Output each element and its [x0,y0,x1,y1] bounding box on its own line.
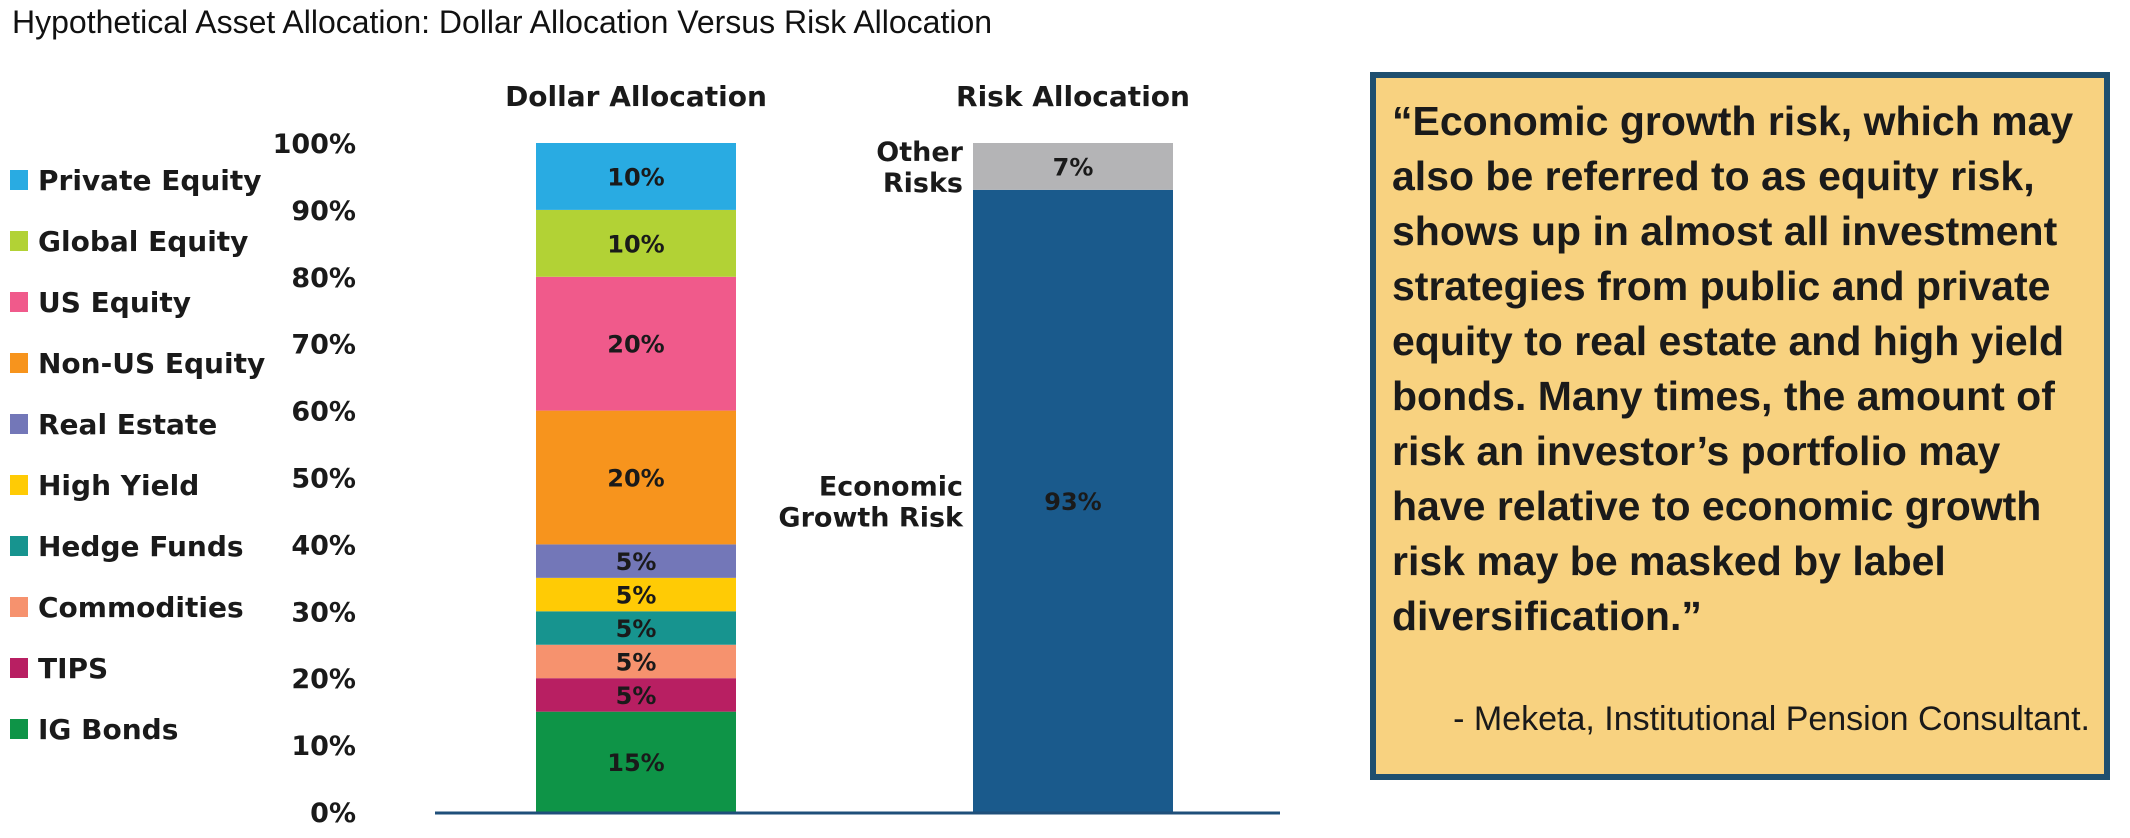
bar-1-data-label-1: 7% [1053,153,1094,181]
y-tick-label-5: 50% [291,464,356,495]
y-tick-label-2: 20% [291,664,356,695]
y-tick-label-3: 30% [291,597,356,628]
legend-swatch-4 [10,414,28,434]
bar-0-segment-8 [536,209,736,277]
y-tick-label-8: 80% [291,263,356,294]
bar-0-segment-0 [536,711,736,812]
legend-swatch-9 [10,719,28,739]
bar-0-data-label-7: 20% [607,331,664,359]
y-tick-label-10: 100% [273,129,356,160]
legend-label-7: Commodities [38,591,244,624]
bar-1-segment-1 [973,143,1173,190]
y-tick-label-9: 90% [291,196,356,227]
bar-0-segment-4 [536,577,736,612]
legend-swatch-3 [10,353,28,373]
category-label-0: Dollar Allocation [505,80,767,113]
legend-label-0: Private Equity [38,164,262,197]
bar-1-side-label-0-1: Growth Risk [778,502,964,533]
bar-1-side-label-1-0: Other [876,137,963,168]
bar-0-segment-7 [536,276,736,411]
bar-0-segment-2 [536,644,736,679]
legend-swatch-1 [10,231,28,251]
legend-label-8: TIPS [38,652,108,685]
bar-0-data-label-1: 5% [616,682,657,710]
bar-0-data-label-8: 10% [607,230,664,258]
quote-box: “Economic growth risk, which may also be… [1370,72,2110,780]
bar-0-data-label-4: 5% [616,582,657,610]
bar-0-data-label-2: 5% [616,648,657,676]
bar-1-side-label-0-0: Economic [819,471,963,502]
legend-swatch-6 [10,536,28,556]
bar-0-data-label-3: 5% [616,615,657,643]
bar-0-segment-6 [536,410,736,545]
y-tick-label-0: 0% [310,798,356,829]
y-tick-label-7: 70% [291,330,356,361]
legend-swatch-2 [10,292,28,312]
page-title: Hypothetical Asset Allocation: Dollar Al… [12,4,993,40]
bar-1-side-label-1-1: Risks [883,168,963,199]
y-tick-label-4: 40% [291,530,356,561]
legend-label-2: US Equity [38,286,191,319]
legend-swatch-7 [10,597,28,617]
legend-label-9: IG Bonds [38,713,178,746]
bar-0-segment-3 [536,611,736,645]
allocation-chart: Private Equity Global Equity US Equity Non-… [10,80,1280,829]
bar-0-segment-5 [536,544,736,578]
bar-0-data-label-0: 15% [607,749,664,777]
y-tick-label-1: 10% [291,731,356,762]
bar-1-segment-0 [973,189,1173,812]
bar-0-data-label-6: 20% [607,465,664,493]
legend-swatch-5 [10,475,28,495]
category-label-1: Risk Allocation [956,80,1190,113]
bar-1-data-label-0: 93% [1044,488,1101,516]
legend-label-3: Non-US Equity [38,347,265,380]
bar-0-data-label-5: 5% [616,548,657,576]
legend-label-6: Hedge Funds [38,530,244,563]
bar-0-segment-9 [536,143,736,210]
legend-label-4: Real Estate [38,408,217,441]
y-tick-label-6: 60% [291,397,356,428]
legend-swatch-8 [10,658,28,678]
bar-0-data-label-9: 10% [607,163,664,191]
quote-attribution: - Meketa, Institutional Pension Consulta… [1453,700,2090,738]
bar-0-segment-1 [536,678,736,712]
quote-text: “Economic growth risk, which may also be… [1392,98,2074,639]
legend-label-5: High Yield [38,469,199,502]
legend-swatch-0 [10,170,28,190]
legend-label-1: Global Equity [38,225,248,258]
